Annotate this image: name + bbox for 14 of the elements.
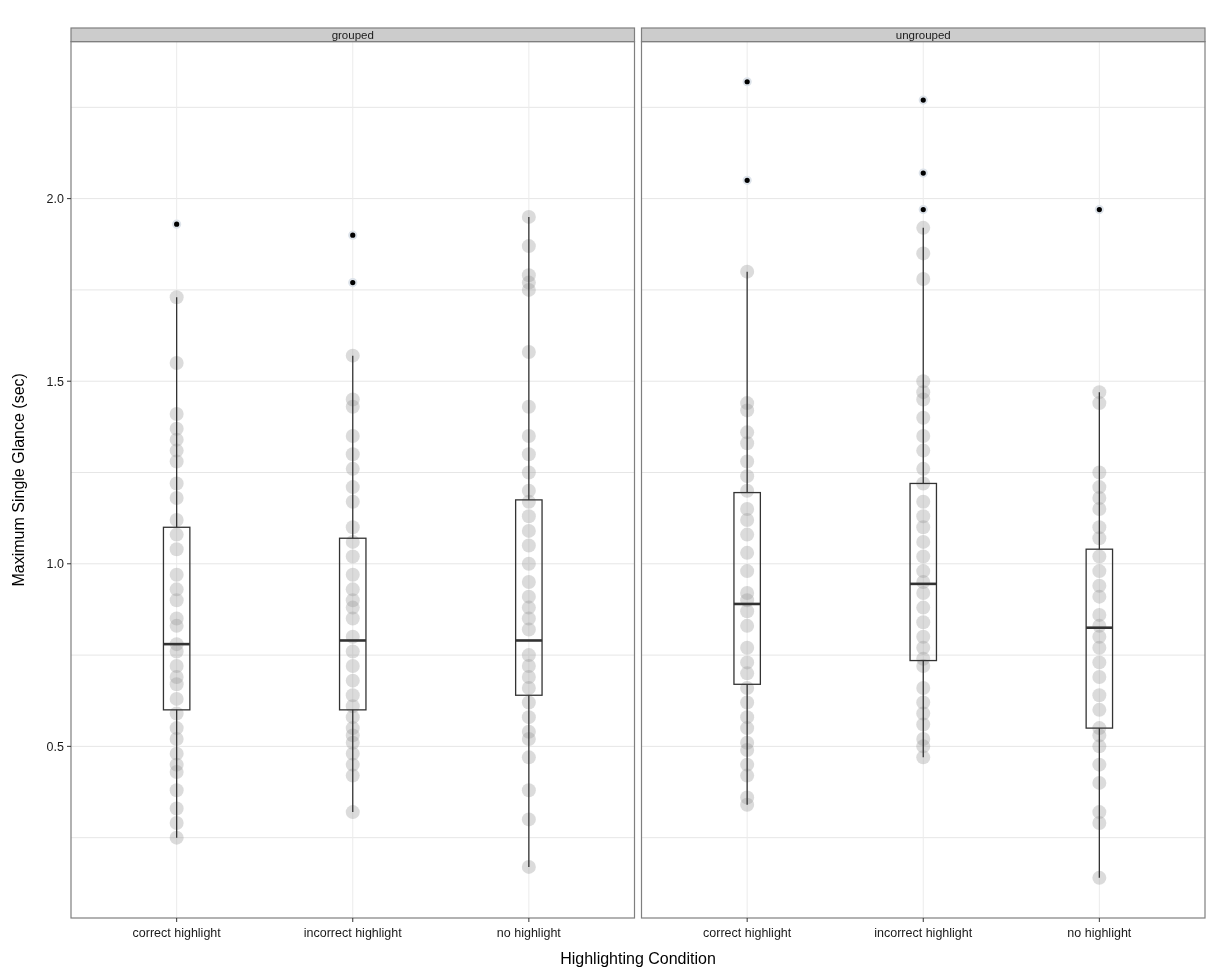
x-tick-label: no highlight bbox=[496, 926, 562, 940]
y-tick-label: 1.0 bbox=[46, 557, 65, 572]
y-tick-label: 0.5 bbox=[46, 739, 65, 754]
x-tick-label: no highlight bbox=[1067, 926, 1132, 940]
y-tick-label: 2.0 bbox=[46, 192, 65, 207]
chart-title: grouped bbox=[331, 28, 374, 41]
chart-title: ungrouped bbox=[895, 28, 951, 41]
x-axis-title: Highlighting Condition bbox=[560, 950, 716, 967]
y-tick-label: 1.5 bbox=[46, 374, 65, 389]
x-tick-label: correct highlight bbox=[132, 926, 222, 940]
x-tick-label: correct highlight bbox=[703, 926, 792, 940]
y-axis-title: Maximum Single Glance (sec) bbox=[10, 373, 27, 587]
x-tick-label: incorrect highlight bbox=[874, 926, 973, 940]
x-tick-label: incorrect highlight bbox=[303, 926, 403, 940]
